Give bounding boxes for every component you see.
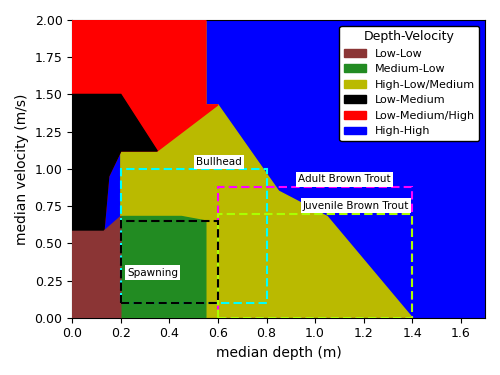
Polygon shape xyxy=(121,216,206,318)
Text: Bullhead: Bullhead xyxy=(196,158,242,167)
Bar xyxy=(218,213,412,318)
X-axis label: median depth (m): median depth (m) xyxy=(216,346,342,360)
Bar xyxy=(121,221,218,303)
Polygon shape xyxy=(72,20,218,231)
Text: Spawning: Spawning xyxy=(127,267,178,278)
Polygon shape xyxy=(72,216,121,318)
Polygon shape xyxy=(121,20,412,318)
Polygon shape xyxy=(72,94,157,231)
Text: Juvenile Brown Trout: Juvenile Brown Trout xyxy=(303,201,410,210)
Bar xyxy=(218,188,412,318)
Legend: Low-Low, Medium-Low, High-Low/Medium, Low-Medium, Low-Medium/High, High-High: Low-Low, Medium-Low, High-Low/Medium, Lo… xyxy=(340,26,480,141)
Bar xyxy=(121,169,266,303)
Y-axis label: median velocity (m/s): median velocity (m/s) xyxy=(15,93,29,244)
Text: Adult Brown Trout: Adult Brown Trout xyxy=(298,174,390,184)
